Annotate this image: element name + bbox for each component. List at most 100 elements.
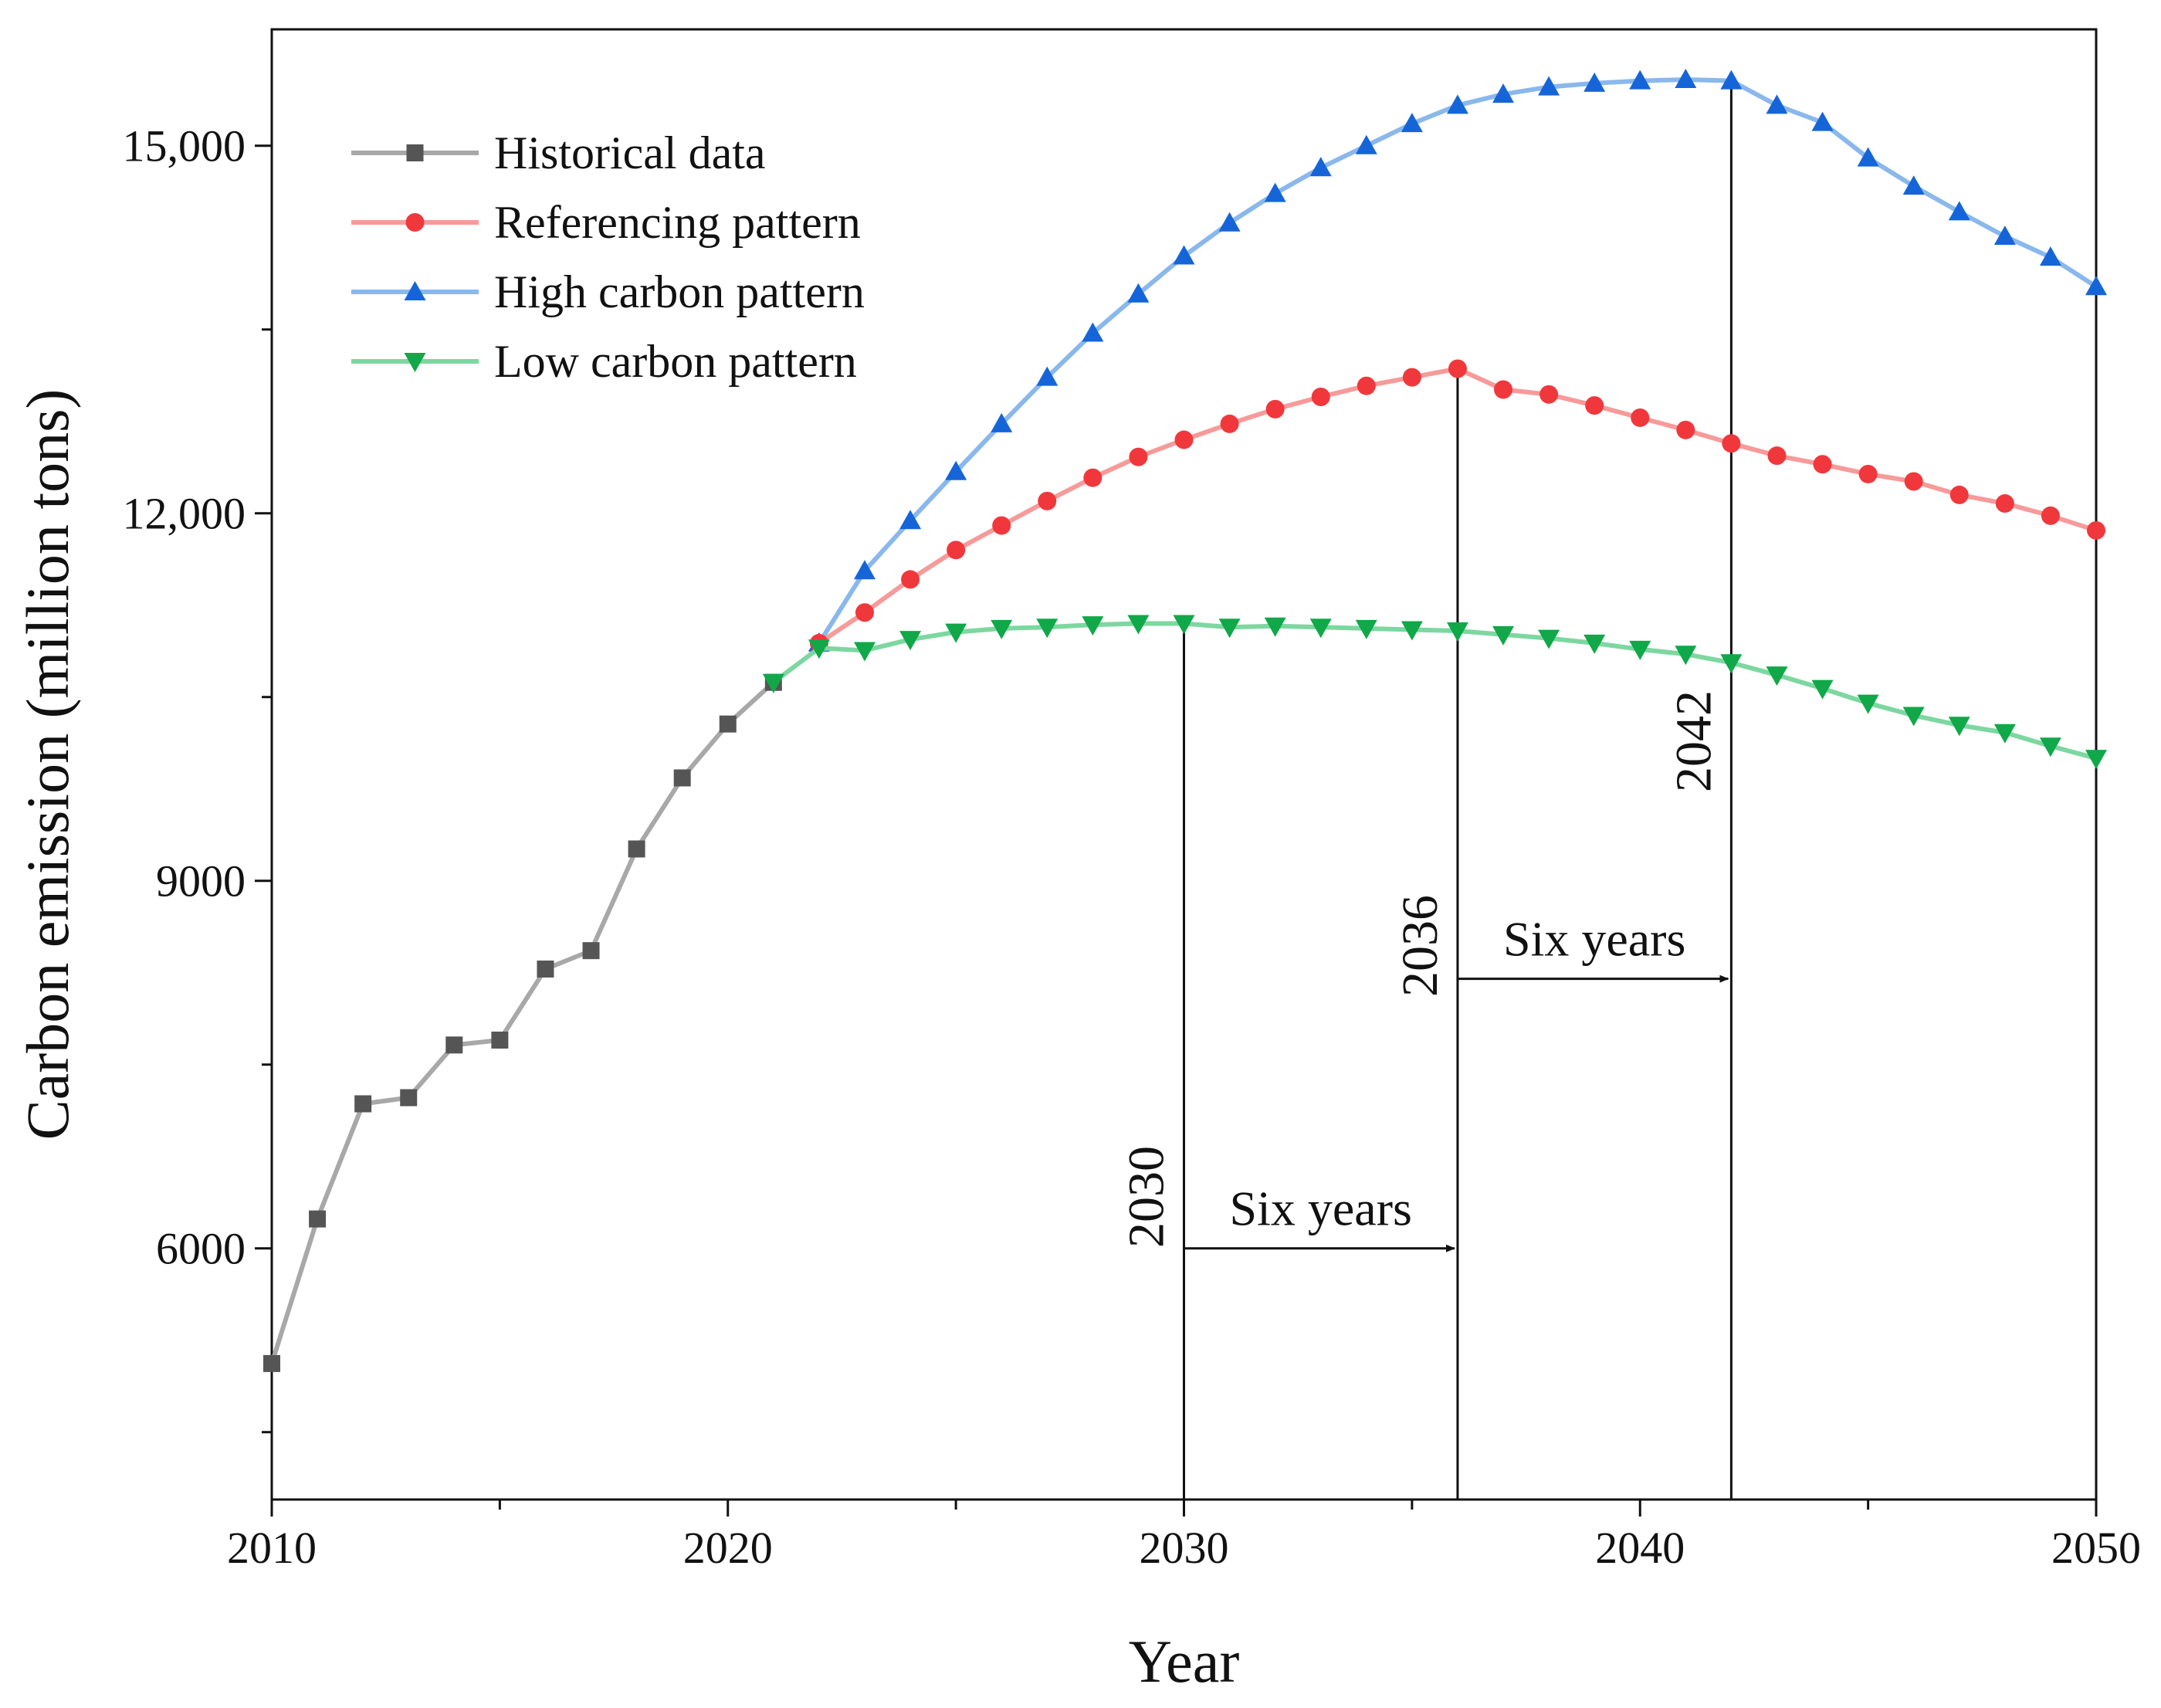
data-point: [2087, 520, 2105, 540]
data-point: [1904, 472, 1923, 491]
legend-label: High carbon pattern: [494, 266, 865, 317]
data-point: [1036, 366, 1058, 386]
data-point: [1583, 72, 1606, 92]
data-point: [1401, 113, 1423, 133]
legend-marker: [404, 353, 426, 372]
data-point: [1309, 618, 1332, 639]
data-point: [537, 960, 554, 978]
data-point: [991, 619, 1013, 639]
data-point: [1218, 618, 1241, 639]
data-point: [808, 639, 830, 659]
x-tick-label: 2030: [1140, 1523, 1229, 1573]
x-tick-label: 2040: [1595, 1523, 1685, 1573]
data-point: [1309, 157, 1332, 177]
data-point: [2039, 246, 2061, 266]
x-tick-label: 2050: [2051, 1523, 2141, 1573]
series-referencing-pattern: [809, 359, 2105, 652]
legend-entry: Low carbon pattern: [351, 336, 857, 387]
data-point: [1857, 694, 1879, 714]
data-point: [1720, 69, 1743, 90]
data-point: [1083, 468, 1103, 487]
data-point: [1038, 491, 1057, 510]
data-point: [1949, 485, 1969, 504]
legend-marker: [404, 281, 426, 300]
series-historical-data: [263, 673, 782, 1372]
data-point: [1676, 420, 1695, 439]
data-point: [1129, 447, 1148, 466]
data-point: [1858, 464, 1878, 483]
data-point: [1583, 634, 1606, 654]
legend-label: Low carbon pattern: [494, 336, 857, 387]
data-point: [2085, 750, 2107, 770]
arrow-label: Six years: [1230, 1181, 1412, 1236]
series-line: [772, 621, 2097, 761]
data-point: [263, 1354, 280, 1372]
data-point: [673, 769, 691, 787]
series-line: [269, 680, 775, 1364]
y-tick-label: 15,000: [123, 121, 246, 171]
data-point: [947, 541, 966, 560]
data-point: [1675, 69, 1697, 89]
data-point: [1995, 494, 2014, 513]
data-point: [2041, 506, 2060, 525]
reference-year-label: 2036: [1392, 895, 1448, 997]
legend-entry: High carbon pattern: [351, 266, 865, 317]
data-point: [582, 942, 600, 960]
data-point: [1265, 399, 1285, 419]
data-point: [1174, 430, 1194, 449]
data-point: [1538, 76, 1560, 96]
data-point: [1127, 615, 1150, 635]
y-axis-title: Carbon emission (million tons): [14, 389, 81, 1140]
data-point: [445, 1036, 463, 1054]
data-point: [354, 1095, 372, 1113]
data-point: [1948, 201, 1970, 221]
data-point: [1811, 679, 1834, 700]
data-point: [628, 840, 645, 858]
data-point: [1629, 640, 1651, 660]
data-point: [992, 516, 1011, 535]
data-point: [1629, 69, 1651, 90]
data-point: [1902, 175, 1925, 195]
data-point: [853, 642, 876, 662]
data-point: [1264, 617, 1286, 637]
data-point: [1357, 376, 1376, 395]
data-point: [1857, 147, 1879, 167]
legend-entry: Referencing pattern: [351, 197, 861, 248]
data-point: [1902, 707, 1925, 727]
legend-label: Historical data: [494, 127, 766, 178]
data-point: [1722, 434, 1741, 453]
data-point: [1631, 408, 1650, 427]
data-point: [1494, 380, 1513, 399]
y-tick-label: 9000: [156, 856, 246, 907]
data-point: [1585, 396, 1604, 415]
y-tick-label: 12,000: [123, 489, 246, 539]
data-point: [1173, 245, 1195, 265]
data-point: [1993, 225, 2016, 246]
x-axis-title: Year: [1129, 1628, 1240, 1695]
data-point: [1811, 111, 1834, 131]
data-point: [1127, 283, 1150, 303]
data-point: [1766, 94, 1788, 114]
arrow-label: Six years: [1503, 912, 1685, 967]
data-point: [855, 603, 874, 622]
data-point: [491, 1032, 509, 1049]
legend-marker: [405, 213, 425, 232]
data-point: [991, 412, 1013, 432]
data-point: [1948, 717, 1970, 737]
data-point: [2085, 276, 2107, 296]
data-point: [1082, 616, 1104, 636]
data-point: [1355, 619, 1377, 639]
data-point: [1446, 94, 1468, 114]
data-point: [1720, 654, 1743, 674]
data-point: [1492, 625, 1515, 646]
reference-year-label: 2042: [1666, 690, 1722, 792]
data-point: [1767, 446, 1787, 466]
data-point: [899, 631, 922, 651]
data-point: [945, 623, 967, 643]
data-point: [1311, 388, 1330, 406]
data-point: [1264, 182, 1286, 202]
data-point: [1220, 414, 1239, 433]
data-point: [1402, 368, 1421, 387]
